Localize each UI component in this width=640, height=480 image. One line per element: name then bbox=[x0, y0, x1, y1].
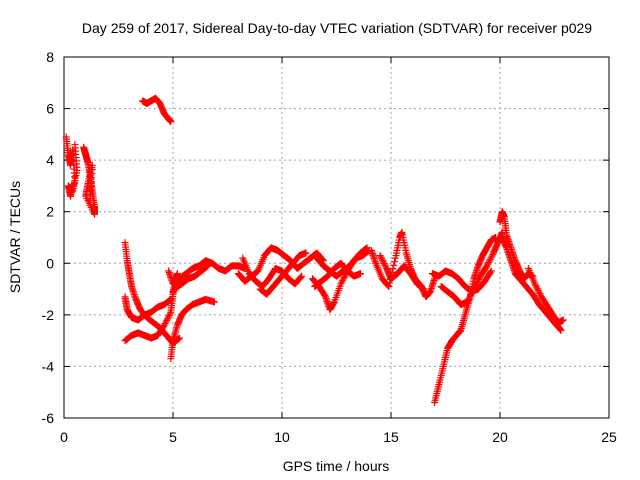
y-axis-label: SDTVAR / TECUs bbox=[7, 181, 23, 293]
y-tick-label: 4 bbox=[46, 152, 54, 168]
data-point bbox=[419, 284, 427, 292]
data-point bbox=[532, 282, 540, 290]
data-point bbox=[166, 310, 174, 318]
data-point bbox=[164, 315, 172, 323]
data-point bbox=[338, 277, 346, 285]
data-point bbox=[390, 261, 398, 269]
data-point bbox=[488, 252, 496, 260]
y-tick-label: -6 bbox=[42, 410, 55, 426]
data-point bbox=[202, 263, 210, 271]
data-point bbox=[534, 286, 542, 294]
grid bbox=[64, 57, 609, 418]
y-tick-label: -4 bbox=[42, 358, 55, 374]
data-point bbox=[176, 334, 184, 342]
data-point bbox=[533, 283, 541, 291]
data-point bbox=[379, 256, 387, 264]
data-point bbox=[381, 261, 389, 269]
data-point bbox=[473, 279, 481, 287]
data-point bbox=[160, 321, 168, 329]
data-point bbox=[485, 257, 493, 265]
x-tick-label: 15 bbox=[383, 429, 399, 445]
chart-title: Day 259 of 2017, Sidereal Day-to-day VTE… bbox=[82, 20, 592, 36]
data-point bbox=[338, 278, 346, 286]
data-point bbox=[163, 316, 171, 324]
y-tick-label: 8 bbox=[46, 49, 54, 65]
data-point bbox=[167, 117, 175, 125]
data-point bbox=[302, 249, 310, 257]
data-point bbox=[297, 273, 305, 281]
data-point bbox=[204, 262, 212, 270]
data-point bbox=[364, 247, 372, 255]
data-point bbox=[487, 254, 495, 262]
data-point bbox=[559, 316, 567, 324]
data-point bbox=[486, 268, 494, 276]
axis-ticks: 0 5 10 15 20 25 -6 -4 -2 0 2 4 6 8 bbox=[42, 49, 617, 445]
data-point bbox=[533, 285, 541, 293]
data-point bbox=[379, 258, 387, 266]
data-point bbox=[535, 288, 543, 296]
data-point bbox=[86, 195, 94, 203]
data-point bbox=[487, 267, 495, 275]
data-point bbox=[386, 279, 394, 287]
data-point bbox=[385, 282, 393, 290]
x-tick-label: 0 bbox=[60, 429, 68, 445]
data-point bbox=[337, 280, 345, 288]
x-tick-label: 5 bbox=[169, 429, 177, 445]
data-point bbox=[531, 280, 539, 288]
data-point bbox=[340, 273, 348, 281]
y-tick-label: 2 bbox=[46, 204, 54, 220]
plot-frame bbox=[63, 56, 610, 419]
data-point bbox=[339, 275, 347, 283]
data-point bbox=[162, 318, 170, 326]
data-point bbox=[483, 262, 491, 270]
data-point bbox=[486, 255, 494, 263]
data-point bbox=[165, 312, 173, 320]
data-point bbox=[418, 284, 426, 292]
x-axis-label: GPS time / hours bbox=[283, 458, 390, 474]
x-tick-label: 20 bbox=[492, 429, 508, 445]
data-point bbox=[71, 141, 79, 149]
data-point bbox=[174, 335, 182, 343]
data-point bbox=[298, 272, 306, 280]
data-point bbox=[341, 272, 349, 280]
data-point bbox=[536, 290, 544, 298]
data-point bbox=[164, 313, 172, 321]
data-point bbox=[356, 270, 364, 278]
data-point bbox=[376, 252, 384, 260]
data-point bbox=[210, 298, 218, 306]
x-tick-label: 10 bbox=[274, 429, 290, 445]
data-point bbox=[203, 263, 211, 271]
x-tick-label: 25 bbox=[601, 429, 617, 445]
data-point bbox=[492, 234, 500, 241]
y-tick-label: -2 bbox=[42, 307, 55, 323]
data-point bbox=[391, 258, 399, 266]
data-point bbox=[484, 260, 492, 268]
data-point bbox=[378, 255, 386, 263]
data-point bbox=[557, 326, 565, 334]
data-points bbox=[62, 94, 567, 407]
data-point bbox=[161, 320, 169, 328]
series-sdtvar bbox=[62, 94, 567, 407]
data-point bbox=[420, 285, 428, 293]
data-point bbox=[173, 270, 181, 278]
y-tick-label: 0 bbox=[46, 255, 54, 271]
data-point bbox=[485, 259, 493, 267]
data-point bbox=[475, 275, 483, 283]
data-point bbox=[380, 260, 388, 268]
data-point bbox=[389, 265, 397, 273]
data-point bbox=[377, 253, 385, 261]
y-tick-label: 6 bbox=[46, 101, 54, 117]
